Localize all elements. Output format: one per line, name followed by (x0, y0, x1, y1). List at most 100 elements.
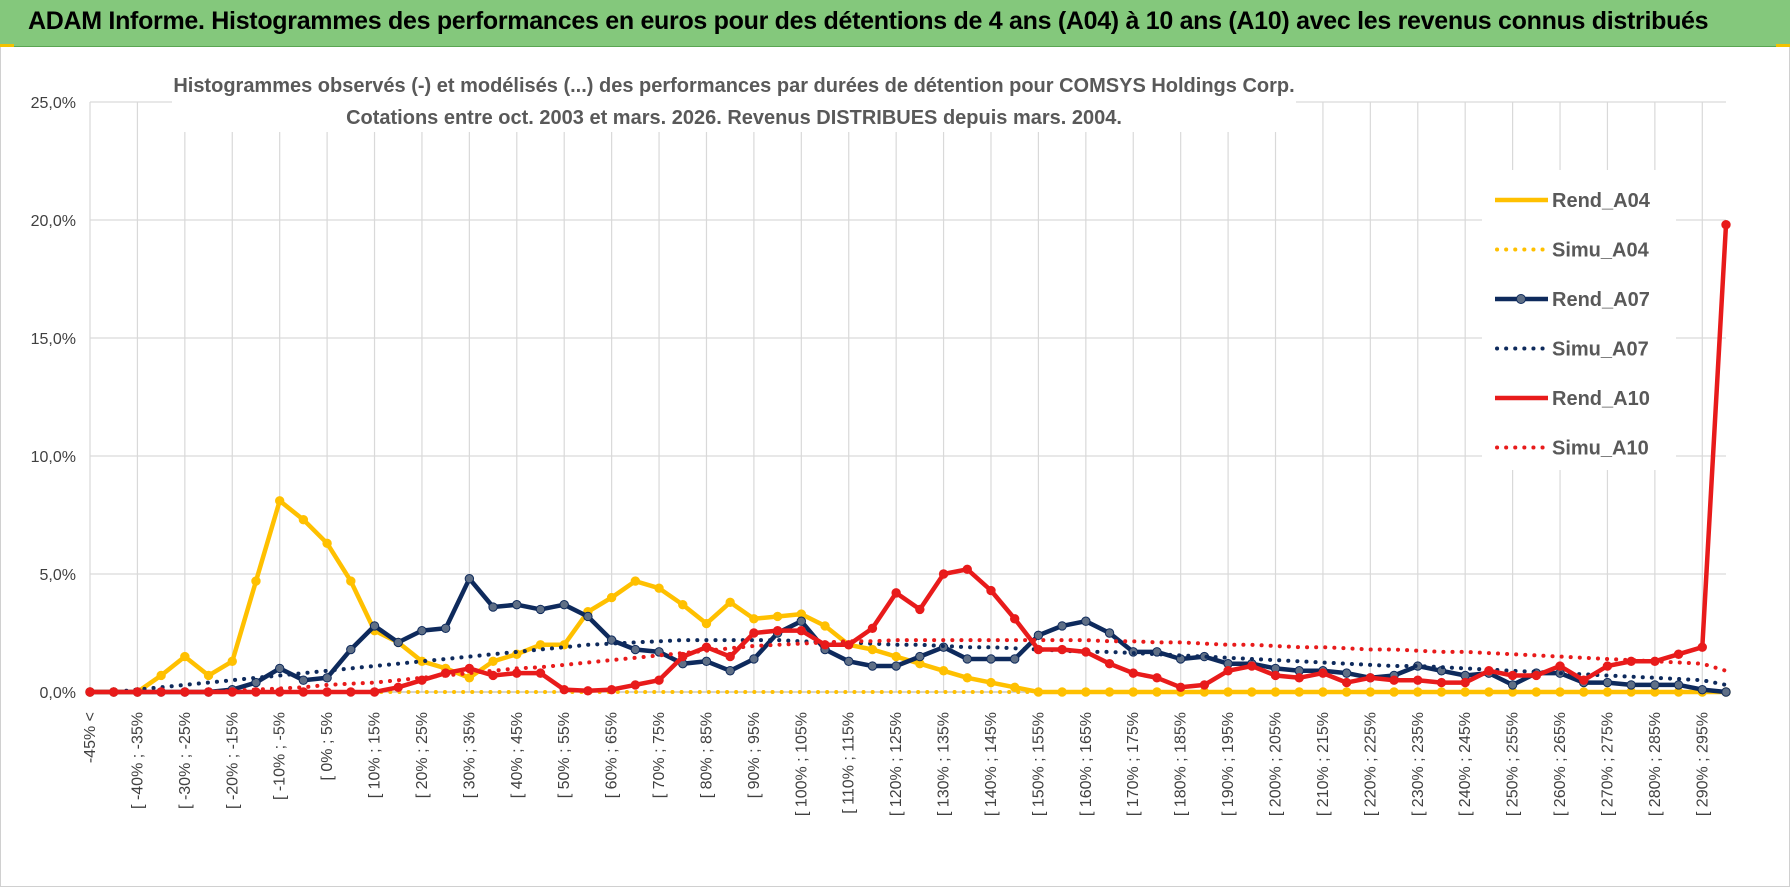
x-tick-label: [ 210% ; 215% (1315, 712, 1332, 816)
x-tick-label: [ 50% ; 55% (556, 712, 573, 798)
data-point-Rend_A07 (701, 656, 712, 667)
x-tick-label: -45% < (82, 712, 99, 763)
legend-label-Rend_A04: Rend_A04 (1552, 190, 1651, 212)
data-point-Rend_A04 (203, 670, 214, 681)
data-point-Rend_A07 (915, 651, 925, 662)
data-point-Rend_A07 (322, 673, 332, 683)
data-point-Rend_A10 (583, 686, 593, 696)
data-point-Rend_A07 (796, 616, 807, 626)
data-point-Rend_A10 (962, 564, 972, 574)
data-point-Rend_A10 (1365, 673, 1376, 683)
data-point-Rend_A10 (986, 585, 996, 596)
data-point-Rend_A07 (1626, 680, 1636, 690)
x-tick-label: [ 10% ; 15% (367, 712, 384, 798)
data-point-Rend_A04 (606, 592, 617, 603)
data-point-Rend_A10 (1152, 673, 1162, 683)
data-point-Rend_A10 (393, 682, 403, 692)
y-tick-label: 15,0% (31, 331, 76, 348)
data-point-Rend_A07 (962, 654, 972, 664)
data-point-Rend_A10 (298, 687, 309, 697)
data-point-Rend_A07 (630, 644, 641, 655)
data-point-Rend_A10 (749, 628, 759, 638)
x-tick-label: [ 70% ; 75% (651, 712, 668, 798)
data-point-Rend_A04 (891, 651, 901, 662)
data-point-Rend_A04 (820, 621, 830, 631)
data-point-Rend_A07 (417, 625, 427, 636)
data-point-Rend_A07 (1033, 630, 1044, 641)
data-point-Rend_A10 (725, 651, 735, 662)
data-point-Rend_A07 (1673, 680, 1684, 690)
data-point-Rend_A10 (915, 604, 925, 615)
data-point-Rend_A10 (1673, 649, 1684, 659)
x-tick-label: [ 180% ; 185% (1173, 712, 1190, 816)
x-tick-label: [ 260% ; 265% (1552, 712, 1569, 816)
data-point-Rend_A07 (535, 604, 546, 615)
data-point-Rend_A10 (1507, 670, 1518, 681)
x-tick-label: [ 190% ; 195% (1220, 712, 1237, 816)
data-point-Rend_A07 (891, 661, 901, 671)
data-point-Rend_A10 (1602, 661, 1613, 671)
data-point-Rend_A07 (1341, 668, 1352, 678)
data-point-Rend_A04 (725, 597, 735, 608)
data-point-Rend_A10 (1270, 670, 1281, 681)
legend-marker-Rend_A07 (1516, 294, 1526, 304)
legend-label-Simu_A10: Simu_A10 (1552, 438, 1649, 460)
x-tick-label: [ 270% ; 275% (1599, 712, 1616, 816)
data-point-Rend_A10 (369, 687, 380, 697)
data-point-Rend_A07 (274, 663, 285, 674)
legend-label-Rend_A10: Rend_A10 (1552, 388, 1650, 410)
data-point-Rend_A07 (440, 623, 451, 633)
data-point-Rend_A10 (1128, 668, 1138, 678)
data-point-Rend_A04 (535, 640, 546, 650)
legend-background (1482, 170, 1676, 470)
x-tick-label: [ 60% ; 65% (604, 712, 621, 798)
legend-label-Simu_A04: Simu_A04 (1552, 240, 1650, 262)
data-point-Rend_A10 (464, 663, 475, 674)
x-tick-label: [ 130% ; 135% (936, 712, 953, 816)
y-tick-label: 5,0% (40, 567, 76, 584)
data-point-Rend_A10 (1579, 675, 1589, 685)
data-point-Rend_A10 (488, 670, 498, 681)
data-point-Rend_A10 (1460, 677, 1470, 688)
data-point-Rend_A07 (251, 677, 261, 688)
x-tick-label: [ 80% ; 85% (698, 712, 715, 798)
data-point-Rend_A10 (535, 668, 546, 678)
data-point-Rend_A07 (393, 637, 403, 648)
data-point-Rend_A10 (606, 684, 617, 695)
data-point-Rend_A10 (867, 623, 878, 633)
x-tick-label: [ 100% ; 105% (793, 712, 810, 816)
x-tick-label: [ 220% ; 225% (1362, 712, 1379, 816)
x-tick-label: [ 0% ; 5% (319, 712, 336, 780)
data-point-Rend_A10 (630, 680, 641, 690)
data-point-Rend_A04 (1009, 682, 1020, 692)
x-tick-label: [ 30% ; 35% (461, 712, 478, 798)
data-point-Rend_A10 (772, 625, 783, 636)
x-tick-label: [ 250% ; 255% (1505, 712, 1522, 816)
x-tick-label: [ 290% ; 295% (1694, 712, 1711, 816)
y-tick-label: 10,0% (31, 449, 76, 466)
data-point-Rend_A07 (1650, 680, 1660, 690)
data-point-Rend_A10 (417, 675, 427, 685)
data-point-Rend_A04 (749, 614, 759, 624)
y-tick-label: 0,0% (40, 685, 76, 702)
data-point-Rend_A10 (938, 569, 949, 579)
data-point-Rend_A10 (1247, 661, 1257, 671)
x-tick-label: [ 200% ; 205% (1268, 712, 1285, 816)
data-point-Rend_A04 (251, 576, 261, 586)
series-line-Simu_A07 (88, 638, 1728, 694)
data-point-Rend_A07 (512, 599, 522, 610)
data-point-Rend_A07 (1602, 677, 1613, 688)
x-tick-label: [ -10% ; -5% (272, 712, 289, 800)
data-point-Rend_A04 (346, 576, 356, 586)
data-point-Rend_A07 (749, 654, 759, 664)
report-title: ADAM Informe. Histogrammes des performan… (28, 7, 1709, 35)
chart-title-line1: Histogrammes observés (-) et modélisés (… (173, 75, 1294, 97)
data-point-Rend_A07 (844, 656, 854, 667)
data-point-Rend_A10 (559, 684, 569, 695)
data-point-Rend_A10 (1294, 673, 1304, 683)
data-point-Rend_A04 (772, 611, 783, 622)
data-point-Rend_A10 (346, 687, 356, 697)
x-tick-label: [ 240% ; 245% (1457, 712, 1474, 816)
data-point-Rend_A10 (1531, 670, 1542, 681)
